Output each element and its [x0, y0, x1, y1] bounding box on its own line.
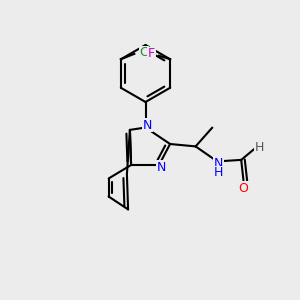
Text: N: N — [143, 118, 152, 132]
Text: Cl: Cl — [139, 46, 152, 59]
Text: N: N — [156, 161, 166, 174]
Text: O: O — [239, 182, 248, 195]
Text: H: H — [214, 166, 224, 179]
Text: H: H — [254, 141, 264, 154]
Text: F: F — [148, 47, 155, 60]
Text: N: N — [214, 157, 224, 170]
